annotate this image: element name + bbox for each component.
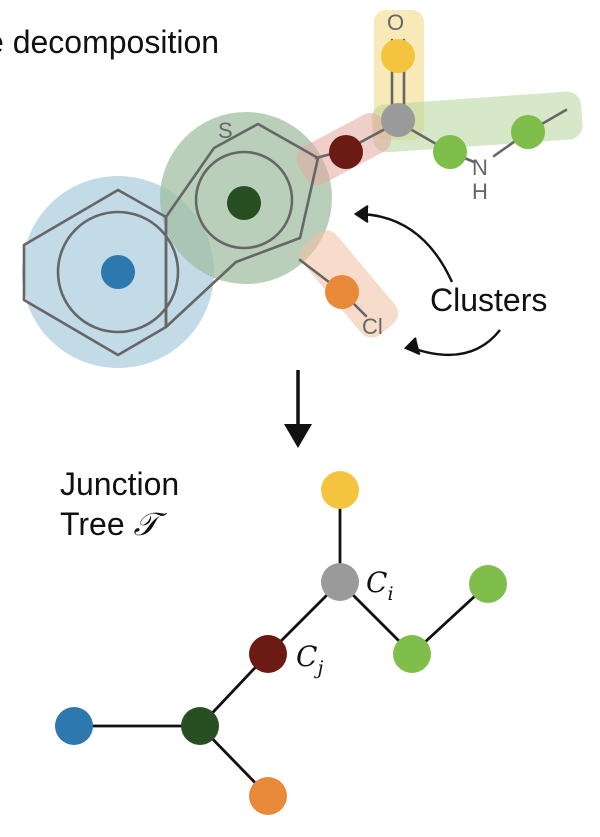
junction-tree: Ci Cj xyxy=(55,471,507,815)
junction-tree-symbol: 𝒯 xyxy=(133,505,159,543)
junction-tree-tree-word: Tree xyxy=(60,506,125,542)
title-text: e decomposition xyxy=(0,24,220,60)
down-arrow-head xyxy=(284,424,312,448)
node-gray xyxy=(321,563,359,601)
oxygen-dot xyxy=(381,39,415,73)
upper-arrowhead xyxy=(353,205,369,223)
node-dark-green xyxy=(181,707,219,745)
node-orange xyxy=(249,777,287,815)
node-blue xyxy=(55,707,93,745)
junction-tree-label-line2: Tree 𝒯 xyxy=(60,506,158,543)
molecule-cluster-dots xyxy=(101,39,545,309)
ci-subscript: i xyxy=(387,583,393,605)
hydrogen-label: H xyxy=(472,179,488,204)
cj-subscript: j xyxy=(313,657,323,679)
linker-dot xyxy=(329,135,363,169)
node-yellow xyxy=(321,471,359,509)
lower-curved-arrow xyxy=(411,329,501,357)
clusters-label: Clusters xyxy=(430,282,548,318)
thiophene-inner-circle xyxy=(194,150,294,250)
node-dark-red xyxy=(249,635,287,673)
thiophene-dot xyxy=(227,186,261,220)
tree-nodes xyxy=(55,471,507,815)
node-green-right-bottom xyxy=(393,635,431,673)
sulfur-label: S xyxy=(218,118,233,143)
clusters-arrows xyxy=(353,205,501,357)
amine-dot xyxy=(433,135,467,169)
oxygen-label: O xyxy=(387,10,404,35)
junction-tree-label-line1: Junction xyxy=(60,466,180,502)
upper-curved-arrow xyxy=(359,212,454,283)
thiophene-ring xyxy=(164,122,320,329)
down-arrow xyxy=(284,370,312,448)
ci-label: Ci xyxy=(366,566,394,605)
nitrogen-label: N xyxy=(472,155,488,180)
chloro-dot xyxy=(325,275,359,309)
node-green-right-top xyxy=(469,565,507,603)
ci-letter: C xyxy=(366,566,387,599)
lower-arrowhead xyxy=(403,337,421,356)
chlorine-label: Cl xyxy=(362,314,383,339)
chain-dot xyxy=(511,115,545,149)
carbonyl-carbon-dot xyxy=(381,103,415,137)
cj-letter: C xyxy=(296,640,317,673)
atom-labels: O S N H Cl xyxy=(218,10,488,339)
benzene-dot xyxy=(101,255,135,289)
cj-label: Cj xyxy=(296,640,323,679)
benzene-aromatic-circle xyxy=(56,210,180,334)
